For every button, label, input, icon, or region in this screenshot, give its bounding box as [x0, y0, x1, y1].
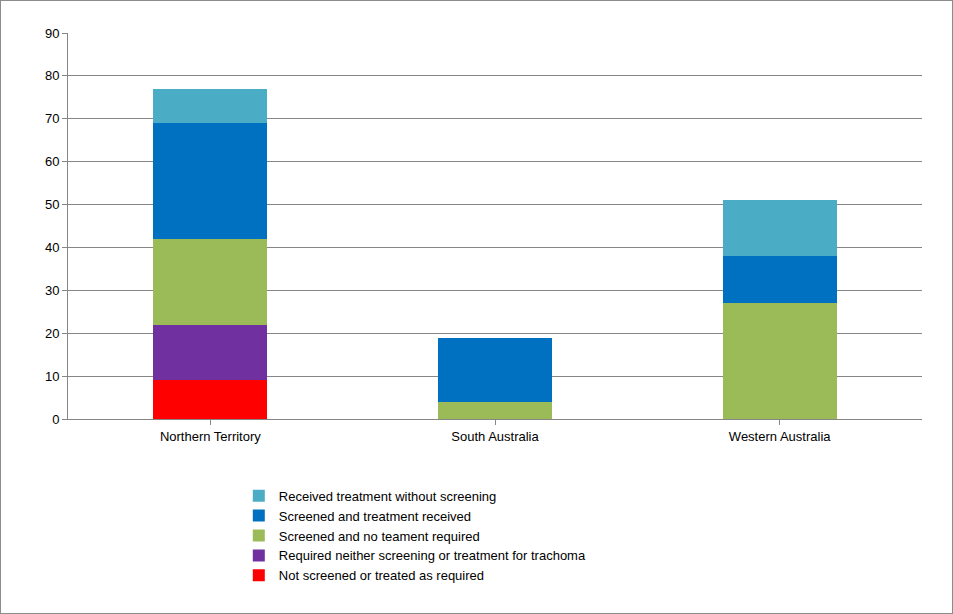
svg-text:70: 70 — [45, 111, 59, 126]
svg-text:40: 40 — [45, 240, 59, 255]
svg-text:0: 0 — [52, 412, 59, 427]
svg-text:Received treatment without scr: Received treatment without screening — [279, 489, 497, 504]
svg-text:Screened and treatment receive: Screened and treatment received — [279, 509, 471, 524]
svg-text:50: 50 — [45, 197, 59, 212]
svg-text:Screened and no teament requir: Screened and no teament required — [279, 529, 480, 544]
svg-text:Western Australia: Western Australia — [729, 429, 831, 444]
svg-text:20: 20 — [45, 326, 59, 341]
svg-text:Required neither screening or: Required neither screening or treatment … — [279, 548, 586, 563]
svg-text:South Australia: South Australia — [451, 429, 539, 444]
svg-text:30: 30 — [45, 283, 59, 298]
svg-text:60: 60 — [45, 154, 59, 169]
svg-text:80: 80 — [45, 68, 59, 83]
svg-text:Northern Territory: Northern Territory — [160, 429, 261, 444]
svg-text:90: 90 — [45, 26, 59, 41]
svg-text:Not screened or treated as req: Not screened or treated as required — [279, 568, 484, 583]
svg-text:10: 10 — [45, 369, 59, 384]
